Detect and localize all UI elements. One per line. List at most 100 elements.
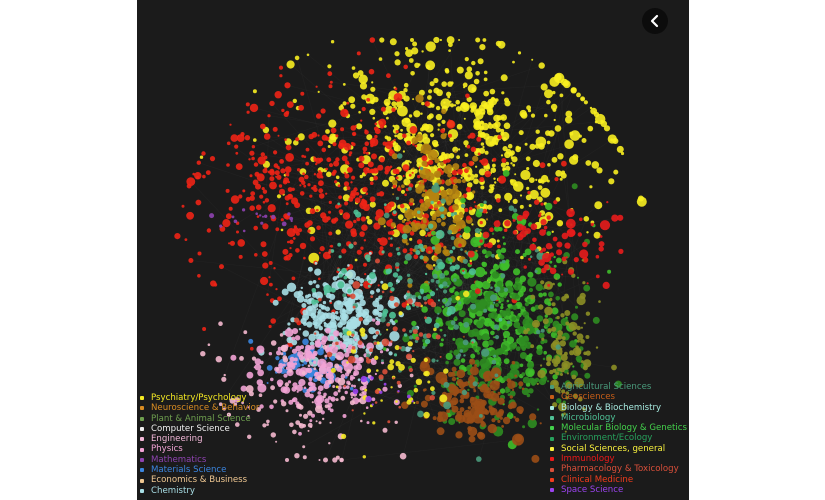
map-node[interactable] [450,320,456,326]
map-node[interactable] [491,186,495,191]
map-node[interactable] [348,96,356,104]
map-node[interactable] [493,336,496,339]
map-node[interactable] [359,278,365,284]
map-node[interactable] [546,356,552,363]
map-node[interactable] [422,255,428,262]
map-node[interactable] [279,159,284,164]
legend-item[interactable]: Clinical Medicine [550,475,687,485]
map-node[interactable] [362,186,368,193]
map-node[interactable] [555,277,558,280]
map-node[interactable] [337,377,346,386]
map-node[interactable] [381,290,385,294]
map-node[interactable] [553,273,561,280]
map-node[interactable] [324,404,329,409]
map-node[interactable] [549,260,553,264]
map-node[interactable] [456,369,466,379]
map-node[interactable] [346,369,352,374]
map-node[interactable] [407,278,413,284]
map-node[interactable] [286,60,295,69]
map-node[interactable] [301,303,307,308]
map-node[interactable] [359,201,368,210]
map-node[interactable] [380,280,384,284]
map-node[interactable] [333,217,339,222]
map-node[interactable] [316,225,321,231]
map-node[interactable] [280,352,284,356]
map-node[interactable] [534,269,538,273]
map-node[interactable] [510,162,513,165]
map-node[interactable] [336,275,340,279]
map-node[interactable] [482,208,488,214]
map-node[interactable] [392,272,399,278]
map-node[interactable] [273,399,278,404]
map-node[interactable] [529,255,533,258]
map-node[interactable] [541,337,545,341]
map-node[interactable] [576,295,586,306]
map-node[interactable] [598,300,601,303]
map-node[interactable] [553,118,556,122]
map-node[interactable] [460,176,463,179]
map-node[interactable] [498,227,503,232]
map-node[interactable] [454,316,458,320]
map-node[interactable] [507,143,513,149]
map-node[interactable] [430,278,435,283]
map-node[interactable] [552,282,555,286]
map-node[interactable] [195,199,202,206]
map-node[interactable] [540,364,543,367]
map-node[interactable] [481,383,488,391]
map-node[interactable] [480,142,485,146]
map-node[interactable] [254,363,262,371]
map-node[interactable] [580,326,583,329]
map-node[interactable] [449,249,454,254]
map-node[interactable] [350,348,357,354]
map-node[interactable] [420,150,423,154]
map-node[interactable] [556,249,563,256]
map-node[interactable] [424,338,431,345]
legend-item[interactable]: Mathematics [140,455,259,465]
map-node[interactable] [280,344,288,352]
map-node[interactable] [311,186,314,190]
map-node[interactable] [327,145,331,148]
map-node[interactable] [528,377,535,384]
map-node[interactable] [556,348,563,355]
map-node[interactable] [329,80,333,84]
map-node[interactable] [260,123,266,130]
map-node[interactable] [473,109,481,116]
map-node[interactable] [323,457,328,463]
map-node[interactable] [369,348,374,353]
map-node[interactable] [583,359,592,368]
map-node[interactable] [424,316,427,320]
map-node[interactable] [570,87,577,94]
map-node[interactable] [498,409,505,415]
map-node[interactable] [611,214,619,222]
map-node[interactable] [358,155,365,162]
map-node[interactable] [296,168,301,172]
map-node[interactable] [598,246,604,252]
map-node[interactable] [278,188,286,195]
map-node[interactable] [602,281,610,289]
map-node[interactable] [525,194,532,201]
science-map-plot[interactable] [137,0,689,500]
map-node[interactable] [566,372,569,375]
map-node[interactable] [335,341,339,346]
map-node[interactable] [311,354,316,360]
map-node[interactable] [328,442,331,445]
map-node[interactable] [239,356,244,361]
map-node[interactable] [523,329,529,335]
map-node[interactable] [393,138,396,142]
map-node[interactable] [434,306,442,315]
map-node[interactable] [392,184,397,189]
map-node[interactable] [582,407,586,411]
map-node[interactable] [565,321,570,326]
map-node[interactable] [452,203,459,211]
map-node[interactable] [576,92,581,98]
map-node[interactable] [535,329,541,335]
map-node[interactable] [382,427,388,433]
map-node[interactable] [284,382,289,387]
map-node[interactable] [491,232,495,235]
map-node[interactable] [527,109,532,113]
map-node[interactable] [445,251,449,255]
map-node[interactable] [352,72,360,79]
map-node[interactable] [470,418,475,423]
map-node[interactable] [590,222,594,227]
map-node[interactable] [373,341,377,345]
